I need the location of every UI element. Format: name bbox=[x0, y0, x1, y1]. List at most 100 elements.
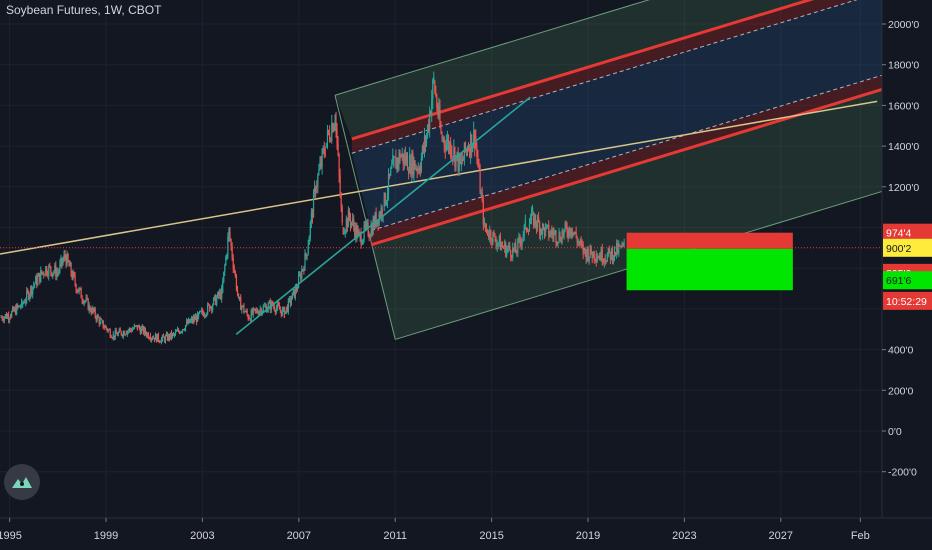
candle-body bbox=[599, 255, 601, 260]
candle-body bbox=[60, 257, 62, 264]
candle-body bbox=[385, 201, 387, 205]
candle-body bbox=[56, 271, 58, 278]
candle-body bbox=[426, 124, 429, 136]
candle-body bbox=[20, 306, 22, 308]
candle-body bbox=[446, 137, 449, 143]
candle-body bbox=[547, 224, 549, 226]
candle-body bbox=[572, 232, 574, 236]
candle-body bbox=[241, 306, 243, 310]
candle-body bbox=[315, 186, 317, 195]
candle-body bbox=[417, 168, 419, 172]
candle-body bbox=[99, 319, 101, 324]
candle-body bbox=[296, 288, 299, 289]
candle-body bbox=[145, 333, 147, 337]
candle-body bbox=[456, 152, 458, 156]
candle-body bbox=[369, 235, 371, 237]
candle-body bbox=[543, 224, 545, 228]
candle-body bbox=[42, 272, 44, 274]
candle-body bbox=[215, 295, 217, 305]
candle-body bbox=[199, 310, 201, 314]
candle-body bbox=[312, 192, 315, 218]
candle-body bbox=[104, 326, 106, 328]
candle-body bbox=[321, 149, 323, 167]
candle-body bbox=[611, 248, 614, 261]
candle-body bbox=[490, 230, 492, 241]
candle-body bbox=[398, 152, 400, 165]
price-axis-label: -200'0 bbox=[888, 467, 917, 479]
candle-body bbox=[254, 308, 256, 311]
candle-body bbox=[9, 318, 11, 320]
candle-body bbox=[109, 329, 111, 337]
candle-body bbox=[258, 311, 260, 315]
candle-body bbox=[275, 307, 277, 313]
candle-body bbox=[453, 147, 455, 158]
candle-body bbox=[400, 156, 402, 158]
candle-body bbox=[265, 305, 267, 313]
candle-body bbox=[520, 241, 522, 245]
candle-body bbox=[309, 221, 311, 237]
tradingview-logo-icon[interactable] bbox=[4, 464, 40, 500]
time-axis-label: 2011 bbox=[383, 530, 407, 542]
candle-body bbox=[550, 230, 552, 236]
candle-body bbox=[243, 305, 245, 313]
price-tag-stop bbox=[883, 223, 932, 242]
candle-body bbox=[106, 328, 108, 332]
candle-body bbox=[83, 301, 85, 304]
candle-body bbox=[460, 158, 462, 167]
candle-body bbox=[292, 289, 294, 293]
candle-body bbox=[234, 271, 236, 277]
candle-body bbox=[41, 270, 43, 274]
candle-body bbox=[565, 222, 567, 227]
candle-body bbox=[341, 207, 343, 223]
price-tag-label-target: 691'6 bbox=[886, 275, 912, 287]
price-axis-label: 1400'0 bbox=[888, 141, 919, 153]
candle-body bbox=[284, 310, 286, 313]
candle-body bbox=[343, 232, 345, 234]
candle-body bbox=[578, 241, 580, 244]
candle-body bbox=[481, 192, 483, 200]
candle-body bbox=[509, 244, 511, 251]
candle-body bbox=[81, 298, 83, 301]
candle-body bbox=[207, 304, 209, 314]
candle-body bbox=[600, 248, 602, 260]
candle-body bbox=[148, 338, 151, 340]
candle-body bbox=[176, 329, 179, 332]
candle-body bbox=[44, 274, 46, 276]
candle-body bbox=[531, 208, 534, 211]
candle-body bbox=[10, 315, 12, 318]
candle-body bbox=[349, 217, 352, 226]
candle-body bbox=[381, 207, 383, 217]
price-tag-label-current: 900'2 bbox=[886, 243, 912, 255]
candle-body bbox=[33, 285, 35, 287]
candle-body bbox=[201, 310, 203, 312]
candle-body bbox=[501, 244, 504, 247]
candle-body bbox=[31, 286, 33, 295]
candle-body bbox=[12, 307, 14, 312]
candle-body bbox=[19, 305, 21, 308]
candle-body bbox=[51, 271, 53, 277]
candle-body bbox=[436, 95, 438, 109]
candle-body bbox=[147, 333, 150, 339]
candle-body bbox=[97, 315, 99, 318]
candle-body bbox=[283, 307, 285, 318]
candle-body bbox=[590, 245, 592, 255]
candle-body bbox=[120, 331, 122, 335]
candle-body bbox=[223, 271, 225, 282]
candle-body bbox=[237, 293, 240, 296]
candle-body bbox=[274, 310, 276, 313]
candle-body bbox=[28, 291, 30, 299]
candle-body bbox=[54, 265, 56, 272]
candle-body bbox=[164, 335, 167, 342]
time-axis-label: Feb bbox=[851, 530, 870, 542]
candle-body bbox=[588, 256, 590, 261]
candle-body bbox=[612, 257, 615, 261]
candle-body bbox=[574, 231, 576, 234]
candle-body bbox=[401, 153, 403, 158]
price-tag-countdown bbox=[883, 291, 932, 310]
candle-body bbox=[43, 272, 45, 275]
candle-body bbox=[422, 145, 425, 151]
candle-body bbox=[181, 329, 184, 332]
time-axis-label: 2027 bbox=[769, 530, 793, 542]
candle-body bbox=[255, 309, 257, 311]
